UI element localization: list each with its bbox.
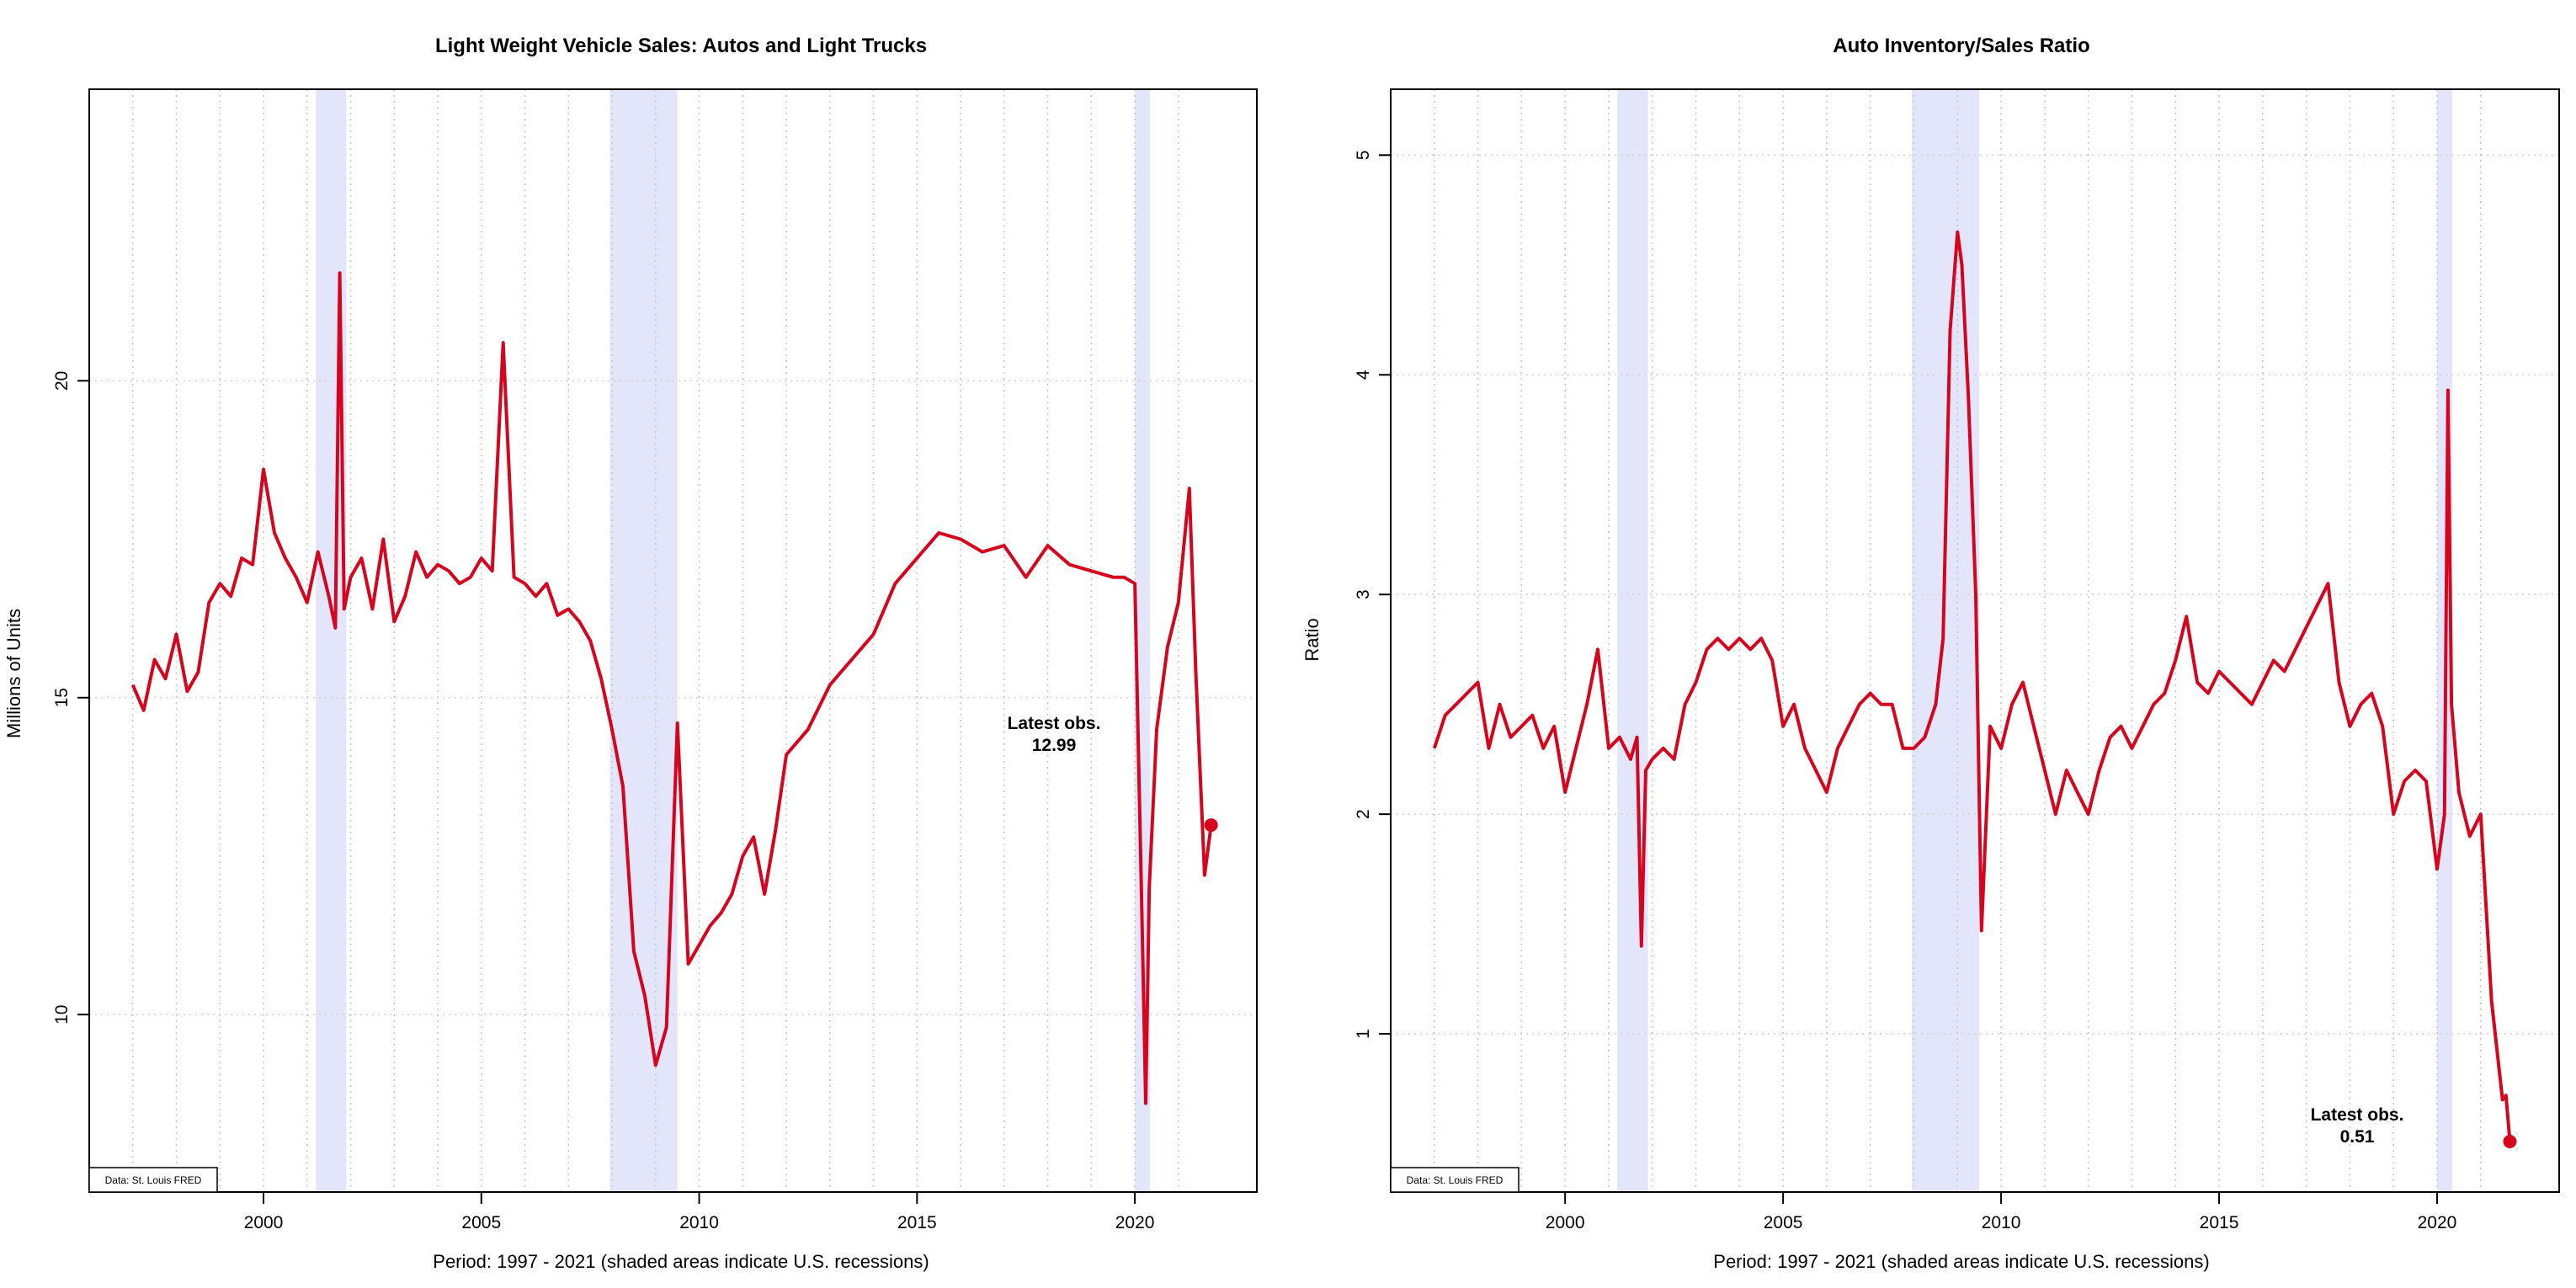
y-tick-label: 3 xyxy=(1354,589,1373,599)
y-tick-label: 20 xyxy=(52,371,72,391)
y-tick-label: 2 xyxy=(1354,809,1373,819)
x-tick-label: 2020 xyxy=(2418,1213,2457,1232)
source-box xyxy=(88,1167,218,1193)
y-axis-label: Ratio xyxy=(1301,618,1323,661)
latest-obs-value: 0.51 xyxy=(2340,1127,2375,1147)
x-tick-label: 2005 xyxy=(461,1213,501,1232)
chart-title: Light Weight Vehicle Sales: Autos and Li… xyxy=(435,35,927,57)
source-label: Data: St. Louis FRED xyxy=(1407,1174,1504,1186)
latest-obs-marker xyxy=(2503,1134,2517,1148)
chart-title: Auto Inventory/Sales Ratio xyxy=(1833,35,2089,57)
x-tick-label: 2015 xyxy=(897,1213,937,1232)
recession-band xyxy=(1911,89,1980,1192)
x-tick-label: 2000 xyxy=(1546,1213,1585,1232)
series-line xyxy=(1432,230,2512,1142)
latest-obs-label: Latest obs. xyxy=(2311,1105,2404,1125)
latest-obs-marker xyxy=(1204,818,1218,833)
latest-obs-label: Latest obs. xyxy=(1008,714,1101,733)
series-line xyxy=(130,271,1213,1105)
x-tick-label: 2015 xyxy=(2200,1213,2239,1232)
recession-band xyxy=(316,89,347,1192)
x-axis-label: Period: 1997 - 2021 (shaded areas indica… xyxy=(433,1251,929,1272)
plot-area: Latest obs.0.51 2000 2005 2010 2015 2020 1 2 3 4 5… xyxy=(1354,88,2560,1232)
y-tick-label: 10 xyxy=(52,1005,72,1025)
x-tick-label: 2010 xyxy=(1982,1213,2021,1232)
y-axis-label: Millions of Units xyxy=(3,609,24,738)
x-tick-label: 2005 xyxy=(1764,1213,1803,1232)
recession-band xyxy=(1617,89,1648,1192)
y-tick-label: 4 xyxy=(1354,370,1373,380)
x-tick-label: 2020 xyxy=(1115,1213,1155,1232)
x-tick-label: 2000 xyxy=(244,1213,284,1232)
y-tick-label: 1 xyxy=(1354,1029,1373,1039)
plot-frame xyxy=(88,88,1258,1193)
x-axis-label: Period: 1997 - 2021 (shaded areas indica… xyxy=(1713,1251,2209,1272)
chart-panel-vehicle-sales: Light Weight Vehicle Sales: Autos and Li… xyxy=(3,35,1258,1272)
chart-panel-inventory-sales-ratio: Auto Inventory/Sales Ratio Period: 1997 … xyxy=(1301,35,2560,1272)
source-label: Data: St. Louis FRED xyxy=(105,1174,202,1186)
latest-obs-value: 12.99 xyxy=(1032,736,1077,755)
x-tick-label: 2010 xyxy=(679,1213,719,1232)
plot-frame xyxy=(1390,88,2560,1193)
source-box xyxy=(1390,1167,1520,1193)
y-tick-label: 15 xyxy=(52,688,72,707)
y-tick-label: 5 xyxy=(1354,150,1373,160)
recession-band xyxy=(1135,89,1151,1192)
plot-area: Latest obs. 12.99 2000 2005 2010 2015 2020 10 15… xyxy=(52,88,1258,1232)
